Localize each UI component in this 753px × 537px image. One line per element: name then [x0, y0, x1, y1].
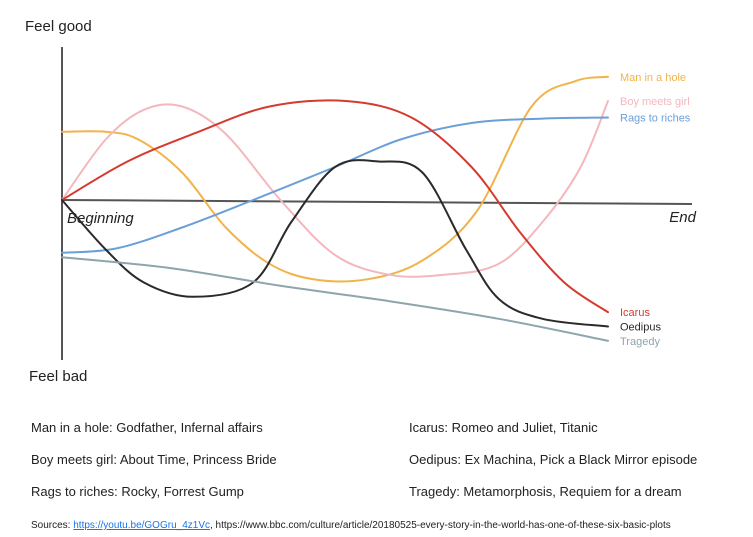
- feel-bad-label: Feel bad: [29, 368, 87, 385]
- chart-axes: [61, 47, 693, 360]
- series-label-tragedy: Tragedy: [620, 336, 660, 348]
- sources-rest: , https://www.bbc.com/culture/article/20…: [210, 520, 671, 531]
- sources-line: Sources: https://youtu.be/GOGru_4z1Vc, h…: [31, 520, 671, 531]
- example-3: Rags to riches: Rocky, Forrest Gump: [31, 484, 244, 499]
- example-2: Boy meets girl: About Time, Princess Bri…: [31, 452, 277, 467]
- story-shapes-chart: Man in a hole Boy meets girl Rags to riche…: [25, 18, 697, 385]
- series-labels: Man in a hole Boy meets girl Rags to riche…: [620, 72, 691, 348]
- series-label-oedipus: Oedipus: [620, 322, 661, 334]
- end-label: End: [669, 209, 696, 226]
- series-label-man-in-a-hole: Man in a hole: [620, 72, 686, 84]
- beginning-label: Beginning: [67, 210, 134, 227]
- sources-youtube-link[interactable]: https://youtu.be/GOGru_4z1Vc: [73, 520, 210, 531]
- series-line-tragedy: [61, 256, 609, 342]
- series-label-rags-to-riches: Rags to riches: [620, 113, 691, 125]
- feel-good-label: Feel good: [25, 18, 92, 35]
- series-label-icarus: Icarus: [620, 307, 650, 319]
- series-line-oedipus: [61, 159, 609, 328]
- series-line-boy-meets-girl: [61, 100, 609, 278]
- example-4: Icarus: Romeo and Juliet, Titanic: [409, 420, 598, 435]
- series-line-icarus: [61, 99, 609, 314]
- example-5: Oedipus: Ex Machina, Pick a Black Mirror…: [409, 452, 698, 467]
- series-lines: [61, 75, 609, 342]
- example-1: Man in a hole: Godfather, Infernal affai…: [31, 420, 263, 435]
- example-6: Tragedy: Metamorphosis, Requiem for a dr…: [409, 484, 682, 499]
- sources-prefix: Sources:: [31, 520, 74, 531]
- series-line-rags-to-riches: [61, 116, 609, 254]
- axis-labels: Feel good Feel bad Beginning End: [25, 18, 697, 385]
- x-axis-line: [61, 199, 693, 205]
- series-line-man-in-a-hole: [61, 75, 609, 283]
- series-label-boy-meets-girl: Boy meets girl: [620, 96, 690, 108]
